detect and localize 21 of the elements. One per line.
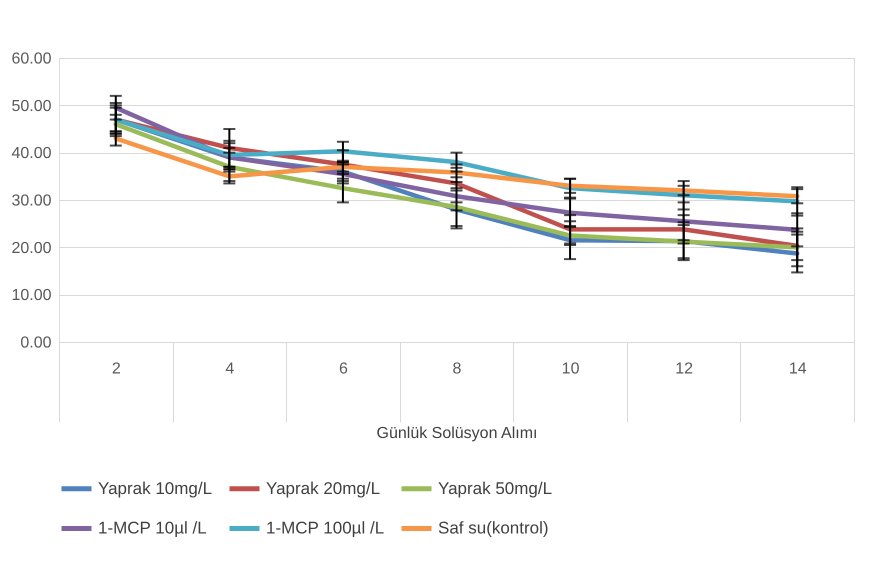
legend-label: Yaprak 10mg/L [98, 478, 212, 498]
y-tick-label: 30.00 [11, 192, 52, 210]
legend-label: Yaprak 50mg/L [438, 478, 552, 498]
x-tick-label: 2 [112, 360, 121, 378]
y-tick-label: 40.00 [11, 145, 52, 162]
x-tick-label: 4 [225, 360, 234, 378]
y-tick-label: 10.00 [11, 287, 52, 304]
legend-label: Saf su(kontrol) [438, 518, 549, 538]
x-tick-label: 8 [452, 360, 462, 378]
x-tick-label: 10 [562, 360, 580, 378]
x-tick-label: 6 [338, 360, 348, 378]
x-tick-label: 12 [675, 360, 694, 378]
y-tick-label: 50.00 [11, 98, 52, 115]
x-axis-title: Günlük Solüsyon Alımı [376, 425, 538, 442]
legend-label: 1-MCP 10µl /L [98, 518, 207, 538]
legend-label: 1-MCP 100µl /L [266, 518, 384, 538]
legend-label: Yaprak 20mg/L [266, 478, 380, 498]
y-tick-label: 60.00 [11, 50, 52, 68]
y-tick-label: 20.00 [11, 240, 52, 257]
x-tick-label: 14 [788, 360, 807, 378]
y-tick-label: 0.00 [20, 334, 52, 352]
